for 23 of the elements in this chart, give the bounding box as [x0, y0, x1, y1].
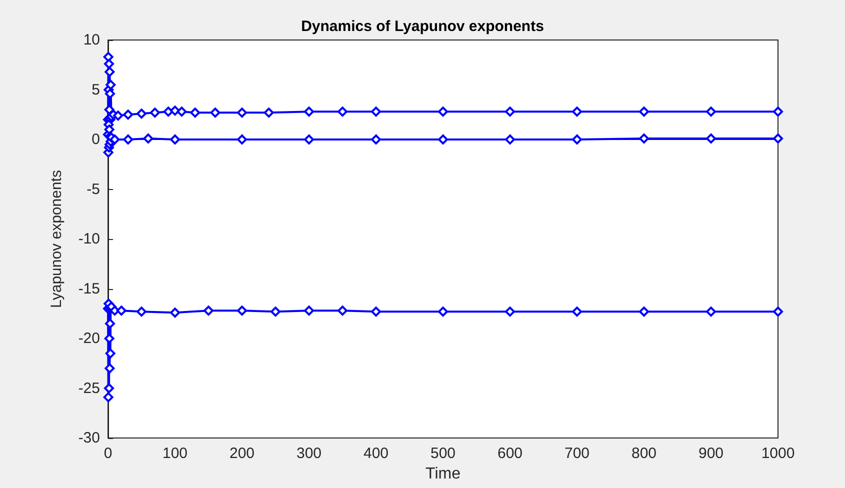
x-tick-label: 400	[363, 445, 389, 462]
y-tick-label: -15	[78, 280, 100, 298]
x-tick-label: 700	[564, 445, 590, 462]
x-tick-label: 0	[104, 445, 112, 462]
y-tick-label: -30	[78, 430, 100, 446]
x-axis-title: Time	[426, 465, 461, 482]
x-tick-label: 600	[497, 445, 523, 462]
x-tick-label: 1000	[761, 445, 795, 462]
x-tick-label: 200	[229, 445, 255, 462]
y-axis-title: Lyapunov exponents	[48, 170, 65, 308]
x-tick-label: 900	[698, 445, 724, 462]
chart-title: Dynamics of Lyapunov exponents	[301, 18, 544, 35]
x-tick-label: 300	[296, 445, 322, 462]
x-tick-label: 100	[162, 445, 188, 462]
y-tick-label: -10	[78, 230, 100, 248]
y-tick-label: 0	[92, 131, 100, 148]
y-tick-label: -20	[78, 330, 100, 347]
y-tick-label: 5	[92, 81, 100, 98]
y-tick-label: -5	[86, 180, 100, 198]
y-tick-label: -25	[78, 380, 100, 397]
x-tick-label: 800	[631, 445, 657, 462]
x-tick-label: 500	[430, 445, 456, 462]
y-tick-label: 10	[83, 32, 100, 48]
